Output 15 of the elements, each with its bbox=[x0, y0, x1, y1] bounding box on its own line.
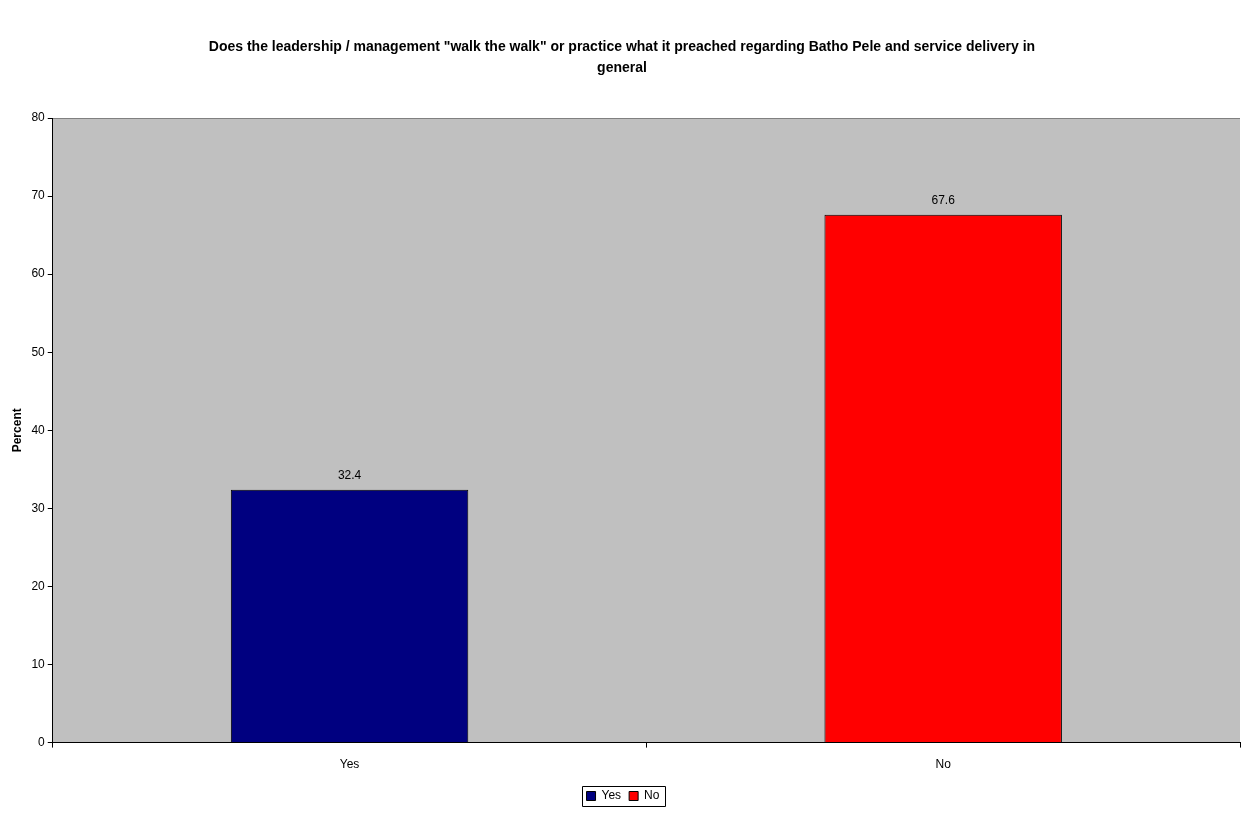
legend-label: No bbox=[644, 788, 660, 803]
y-tick-label: 40 bbox=[31, 422, 46, 437]
data-label: 67.6 bbox=[931, 193, 956, 208]
y-tick-label: 80 bbox=[31, 110, 46, 125]
y-tick-label: 20 bbox=[31, 578, 46, 593]
y-tick-label: 70 bbox=[31, 188, 46, 203]
chart-title: Does the leadership / management "walk the walk" or practice what it preached regarding Batho Pele and service delivery in general bbox=[207, 37, 1037, 77]
y-axis-title: Percent bbox=[9, 408, 24, 453]
y-tick-label: 50 bbox=[31, 344, 46, 359]
y-tick-label: 10 bbox=[31, 656, 46, 671]
y-tick-label: 0 bbox=[38, 734, 46, 749]
y-tick-label: 30 bbox=[31, 500, 46, 515]
legend-label: Yes bbox=[601, 788, 622, 803]
y-tick-label: 60 bbox=[31, 266, 46, 281]
data-label: 32.4 bbox=[337, 467, 362, 482]
